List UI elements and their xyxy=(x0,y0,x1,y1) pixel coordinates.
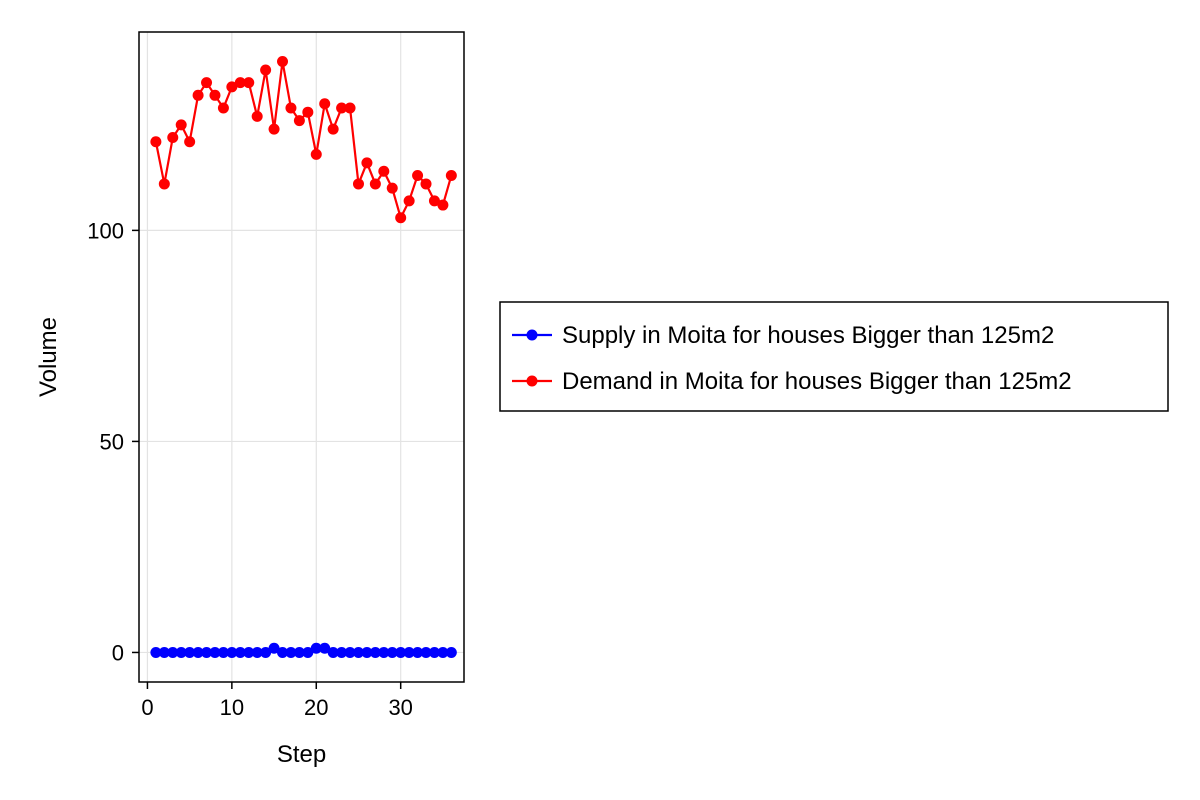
data-point xyxy=(184,136,196,148)
data-point xyxy=(209,646,221,658)
data-point xyxy=(412,170,424,182)
legend-label: Demand in Moita for houses Bigger than 1… xyxy=(562,368,1072,395)
data-point xyxy=(437,199,449,211)
data-point xyxy=(234,77,246,89)
data-point xyxy=(361,157,373,169)
data-point xyxy=(352,646,364,658)
legend-marker xyxy=(526,329,538,341)
series-layer xyxy=(150,56,457,658)
data-point xyxy=(243,646,255,658)
data-point xyxy=(319,642,331,654)
data-point xyxy=(243,77,255,89)
data-point xyxy=(327,123,339,135)
data-point xyxy=(336,646,348,658)
y-tick-label: 0 xyxy=(112,640,124,665)
data-point xyxy=(369,646,381,658)
data-point xyxy=(369,178,381,190)
grid xyxy=(139,32,464,682)
y-tick-label: 100 xyxy=(87,218,124,243)
data-point xyxy=(386,646,398,658)
data-point xyxy=(285,102,297,114)
data-point xyxy=(437,646,449,658)
data-point xyxy=(184,646,196,658)
data-point xyxy=(352,178,364,190)
legend-item: Demand in Moita for houses Bigger than 1… xyxy=(512,368,1072,395)
x-axis-label: Step xyxy=(277,741,326,768)
data-point xyxy=(226,646,238,658)
x-tick-label: 0 xyxy=(141,695,153,720)
data-point xyxy=(310,148,322,160)
data-point xyxy=(386,182,398,194)
data-point xyxy=(201,646,213,658)
data-point xyxy=(403,646,415,658)
data-point xyxy=(217,646,229,658)
data-point xyxy=(336,102,348,114)
data-point xyxy=(175,119,187,131)
data-point xyxy=(428,646,440,658)
data-point xyxy=(260,646,272,658)
legend-marker xyxy=(526,375,538,387)
data-point xyxy=(260,64,272,76)
data-point xyxy=(361,646,373,658)
legend-items: Supply in Moita for houses Bigger than 1… xyxy=(512,322,1072,395)
data-point xyxy=(175,646,187,658)
data-point xyxy=(378,646,390,658)
x-tick-label: 20 xyxy=(304,695,328,720)
data-point xyxy=(293,646,305,658)
data-point xyxy=(445,646,457,658)
data-point xyxy=(302,106,314,118)
data-point xyxy=(150,646,162,658)
data-point xyxy=(277,646,289,658)
data-point xyxy=(167,132,179,144)
data-point xyxy=(251,646,263,658)
data-point xyxy=(395,212,407,224)
data-point xyxy=(302,646,314,658)
data-point xyxy=(420,646,432,658)
series-2 xyxy=(150,56,457,224)
data-point xyxy=(268,642,280,654)
data-point xyxy=(319,98,331,110)
data-point xyxy=(192,89,204,101)
data-point xyxy=(158,178,170,190)
y-tick-label: 50 xyxy=(100,429,124,454)
data-point xyxy=(403,195,415,207)
series-1 xyxy=(150,642,457,658)
legend: Supply in Moita for houses Bigger than 1… xyxy=(499,301,1169,412)
series-line xyxy=(154,60,453,219)
x-tick-label: 10 xyxy=(220,695,244,720)
data-point xyxy=(344,646,356,658)
data-point xyxy=(192,646,204,658)
data-point xyxy=(268,123,280,135)
data-point xyxy=(310,642,322,654)
legend-box xyxy=(499,301,1169,412)
data-point xyxy=(150,136,162,148)
data-point xyxy=(395,646,407,658)
data-point xyxy=(293,115,305,127)
data-point xyxy=(234,646,246,658)
x-tick-label: 30 xyxy=(388,695,412,720)
data-point xyxy=(209,89,221,101)
legend-label: Supply in Moita for houses Bigger than 1… xyxy=(562,322,1054,349)
data-point xyxy=(226,81,238,93)
data-point xyxy=(277,56,289,68)
data-point xyxy=(217,102,229,114)
data-point xyxy=(251,110,263,122)
y-axis-label: Volume xyxy=(35,317,62,397)
data-point xyxy=(412,646,424,658)
data-point xyxy=(327,646,339,658)
data-point xyxy=(201,77,213,89)
data-point xyxy=(428,195,440,207)
data-point xyxy=(285,646,297,658)
data-point xyxy=(378,165,390,177)
data-point xyxy=(420,178,432,190)
data-point xyxy=(167,646,179,658)
axis-ticks: 0 10 20 30 0 50 100 xyxy=(87,218,413,720)
plot-frame xyxy=(138,31,465,683)
legend-item: Supply in Moita for houses Bigger than 1… xyxy=(512,322,1054,349)
data-point xyxy=(158,646,170,658)
data-point xyxy=(445,170,457,182)
data-point xyxy=(344,102,356,114)
